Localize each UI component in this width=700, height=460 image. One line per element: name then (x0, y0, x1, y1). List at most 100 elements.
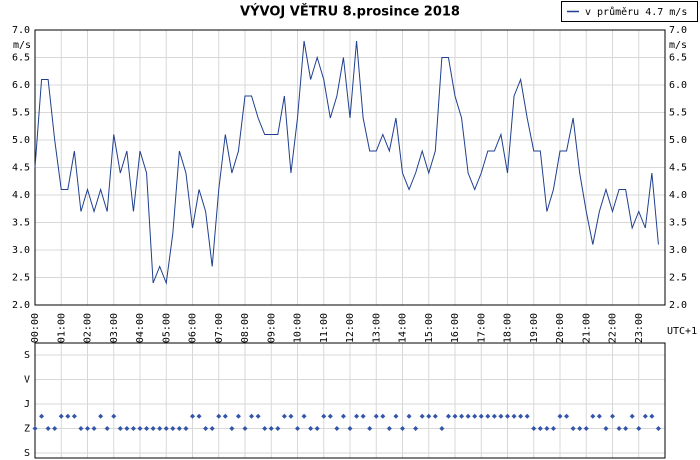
direction-point (39, 413, 45, 419)
x-tick-label: 16:00 (450, 313, 461, 343)
direction-point (85, 426, 90, 431)
direction-point (314, 426, 320, 431)
direction-point (505, 413, 510, 419)
direction-point (91, 426, 97, 431)
direction-point (550, 426, 556, 431)
direction-point (275, 426, 281, 431)
direction-point (570, 426, 576, 431)
direction-point (281, 413, 287, 419)
direction-point (445, 413, 451, 419)
direction-point (472, 413, 478, 419)
direction-point (629, 413, 635, 419)
direction-point (144, 426, 150, 431)
direction-point (531, 426, 537, 431)
y-tick-label: 2.0 (12, 300, 30, 311)
direction-point (583, 426, 589, 431)
direction-point (465, 413, 471, 419)
y-tick-label: 2.5 (12, 273, 30, 284)
x-tick-label: 02:00 (83, 313, 94, 343)
y-tick-label: 4.0 (12, 190, 30, 201)
y-tick-label: 3.5 (12, 218, 30, 229)
x-tick-label: 23:00 (634, 313, 645, 343)
direction-point (485, 413, 491, 419)
direction-point (524, 413, 530, 419)
y-tick-label: 5.0 (12, 135, 30, 146)
legend-box (561, 1, 698, 22)
direction-point (170, 426, 176, 431)
direction-point (203, 426, 209, 431)
direction-point (518, 413, 524, 419)
direction-point (235, 413, 241, 419)
y-tick-label-right: 4.0 (669, 190, 687, 201)
x-tick-label: 13:00 (371, 313, 382, 343)
direction-point (98, 413, 104, 419)
direction-point (229, 426, 235, 431)
direction-point (52, 426, 58, 431)
y-tick-label-right: 5.5 (669, 108, 687, 119)
direction-point (557, 413, 563, 419)
x-tick-label: 09:00 (266, 313, 277, 343)
direction-point (439, 426, 445, 431)
direction-point (393, 413, 399, 419)
direction-point (590, 413, 596, 419)
direction-point (610, 413, 615, 419)
y-tick-label-right: 6.0 (669, 80, 687, 91)
direction-point (327, 413, 333, 419)
direction-point (58, 413, 64, 419)
direction-point (301, 413, 307, 419)
x-tick-label: 06:00 (188, 313, 199, 343)
direction-point (386, 426, 392, 431)
direction-point (459, 413, 465, 419)
x-tick-label: 05:00 (161, 313, 172, 343)
x-tick-label: 20:00 (555, 313, 566, 343)
direction-point (104, 426, 110, 431)
direction-point (419, 413, 425, 419)
direction-point (373, 413, 379, 419)
y-tick-label-right: 4.5 (669, 163, 687, 174)
x-tick-label: 03:00 (109, 313, 120, 343)
direction-point (642, 413, 648, 419)
y-tick-label: V (24, 375, 30, 386)
x-tick-label: 14:00 (398, 313, 409, 343)
y-tick-label: 5.5 (12, 108, 30, 119)
direction-point (288, 413, 294, 419)
x-tick-label: 18:00 (503, 313, 514, 343)
y-tick-label: 4.5 (12, 163, 30, 174)
y-tick-label: 6.5 (12, 53, 30, 64)
direction-point (564, 413, 570, 419)
y-tick-label-right: 5.0 (669, 135, 687, 146)
direction-point (354, 413, 360, 419)
direction-point (491, 413, 497, 419)
direction-point (242, 426, 248, 431)
x-tick-label: 07:00 (214, 313, 225, 343)
y-tick-label: J (24, 399, 30, 410)
direction-point (544, 426, 550, 431)
y-unit-left: m/s (13, 40, 31, 51)
direction-point (400, 426, 405, 431)
x-tick-label: 15:00 (424, 313, 435, 343)
direction-point (222, 413, 228, 419)
direction-point (367, 426, 373, 431)
direction-point (32, 426, 38, 431)
direction-point (308, 426, 314, 431)
x-tick-label: 00:00 (30, 313, 41, 343)
direction-point (321, 413, 327, 419)
direction-point (255, 413, 261, 419)
direction-point (577, 426, 583, 431)
x-tick-label: 10:00 (293, 313, 304, 343)
x-tick-label: 08:00 (240, 313, 251, 343)
direction-point (124, 426, 130, 431)
y-tick-label: S (24, 448, 30, 459)
direction-point (163, 426, 169, 431)
direction-point (262, 426, 268, 431)
y-tick-label: Z (24, 424, 30, 435)
direction-point (649, 413, 655, 419)
direction-point (432, 413, 438, 419)
direction-point (268, 426, 274, 431)
direction-point (209, 426, 215, 431)
y-tick-label-right: 2.5 (669, 273, 687, 284)
direction-point (596, 413, 602, 419)
direction-point (249, 413, 255, 419)
x-tick-label: 04:00 (135, 313, 146, 343)
plot-frame (34, 342, 666, 459)
